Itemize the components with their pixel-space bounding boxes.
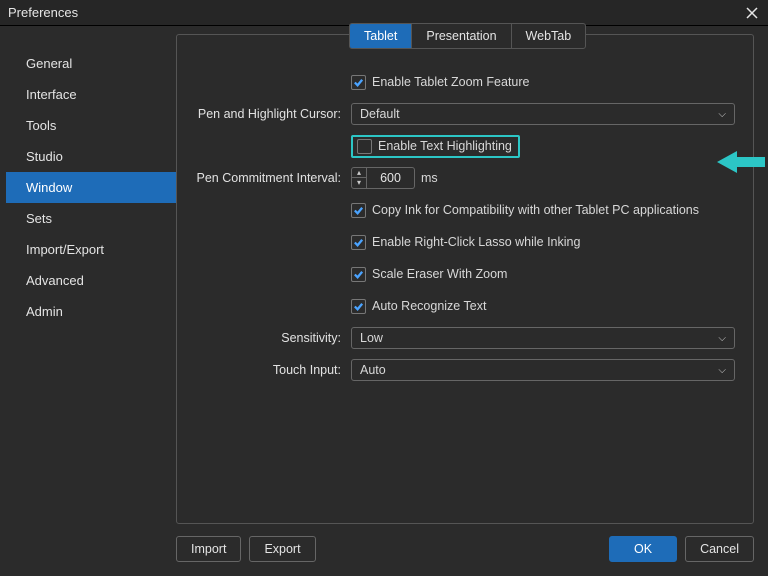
enable-text-highlighting-checkbox[interactable]: [357, 139, 372, 154]
enable-tablet-zoom-label[interactable]: Enable Tablet Zoom Feature: [372, 75, 530, 89]
spinner-down-button[interactable]: ▾: [352, 178, 366, 188]
right-click-lasso-checkbox[interactable]: [351, 235, 366, 250]
import-button[interactable]: Import: [176, 536, 241, 562]
pen-cursor-label: Pen and Highlight Cursor:: [187, 107, 351, 121]
pen-commit-input[interactable]: [367, 167, 415, 189]
export-button[interactable]: Export: [249, 536, 315, 562]
scale-eraser-checkbox[interactable]: [351, 267, 366, 282]
pen-cursor-value: Default: [360, 107, 400, 121]
sidebar-item-label: Studio: [26, 149, 63, 164]
sidebar-item-import-export[interactable]: Import/Export: [6, 234, 176, 265]
sidebar-item-general[interactable]: General: [6, 48, 176, 79]
sidebar: General Interface Tools Studio Window Se…: [6, 34, 176, 562]
chevron-down-icon: ⌵: [718, 333, 726, 344]
sidebar-item-sets[interactable]: Sets: [6, 203, 176, 234]
sensitivity-select[interactable]: Low ⌵: [351, 327, 735, 349]
settings-panel: Tablet Presentation WebTab Enable Tablet…: [176, 34, 754, 524]
copy-ink-checkbox[interactable]: [351, 203, 366, 218]
touch-input-label: Touch Input:: [187, 363, 351, 377]
sidebar-item-studio[interactable]: Studio: [6, 141, 176, 172]
copy-ink-label[interactable]: Copy Ink for Compatibility with other Ta…: [372, 203, 699, 217]
auto-recognize-label[interactable]: Auto Recognize Text: [372, 299, 486, 313]
sidebar-item-label: General: [26, 56, 72, 71]
sidebar-item-label: Import/Export: [26, 242, 104, 257]
highlight-annotation-box: Enable Text Highlighting: [351, 135, 520, 158]
enable-tablet-zoom-checkbox[interactable]: [351, 75, 366, 90]
pen-cursor-select[interactable]: Default ⌵: [351, 103, 735, 125]
spinner-up-button[interactable]: ▴: [352, 168, 366, 178]
chevron-down-icon: ⌵: [718, 365, 726, 376]
scale-eraser-label[interactable]: Scale Eraser With Zoom: [372, 267, 507, 281]
tab-webtab[interactable]: WebTab: [512, 24, 586, 48]
sidebar-item-label: Interface: [26, 87, 77, 102]
pen-commit-unit: ms: [421, 171, 438, 185]
sensitivity-value: Low: [360, 331, 383, 345]
enable-text-highlighting-label[interactable]: Enable Text Highlighting: [378, 139, 512, 153]
sidebar-item-label: Window: [26, 180, 72, 195]
ok-button[interactable]: OK: [609, 536, 677, 562]
sidebar-item-label: Sets: [26, 211, 52, 226]
sidebar-item-label: Advanced: [26, 273, 84, 288]
close-icon[interactable]: [744, 5, 760, 21]
touch-input-value: Auto: [360, 363, 386, 377]
chevron-down-icon: ⌵: [718, 109, 726, 120]
sidebar-item-admin[interactable]: Admin: [6, 296, 176, 327]
cancel-button[interactable]: Cancel: [685, 536, 754, 562]
tab-presentation[interactable]: Presentation: [412, 24, 511, 48]
tab-bar: Tablet Presentation WebTab: [349, 23, 586, 49]
window-title: Preferences: [8, 5, 78, 20]
sidebar-item-label: Tools: [26, 118, 56, 133]
sidebar-item-window[interactable]: Window: [6, 172, 176, 203]
sidebar-item-tools[interactable]: Tools: [6, 110, 176, 141]
pen-commit-label: Pen Commitment Interval:: [187, 171, 351, 185]
touch-input-select[interactable]: Auto ⌵: [351, 359, 735, 381]
sidebar-item-advanced[interactable]: Advanced: [6, 265, 176, 296]
right-click-lasso-label[interactable]: Enable Right-Click Lasso while Inking: [372, 235, 580, 249]
auto-recognize-checkbox[interactable]: [351, 299, 366, 314]
sidebar-item-interface[interactable]: Interface: [6, 79, 176, 110]
sensitivity-label: Sensitivity:: [187, 331, 351, 345]
tab-tablet[interactable]: Tablet: [350, 24, 412, 48]
sidebar-item-label: Admin: [26, 304, 63, 319]
